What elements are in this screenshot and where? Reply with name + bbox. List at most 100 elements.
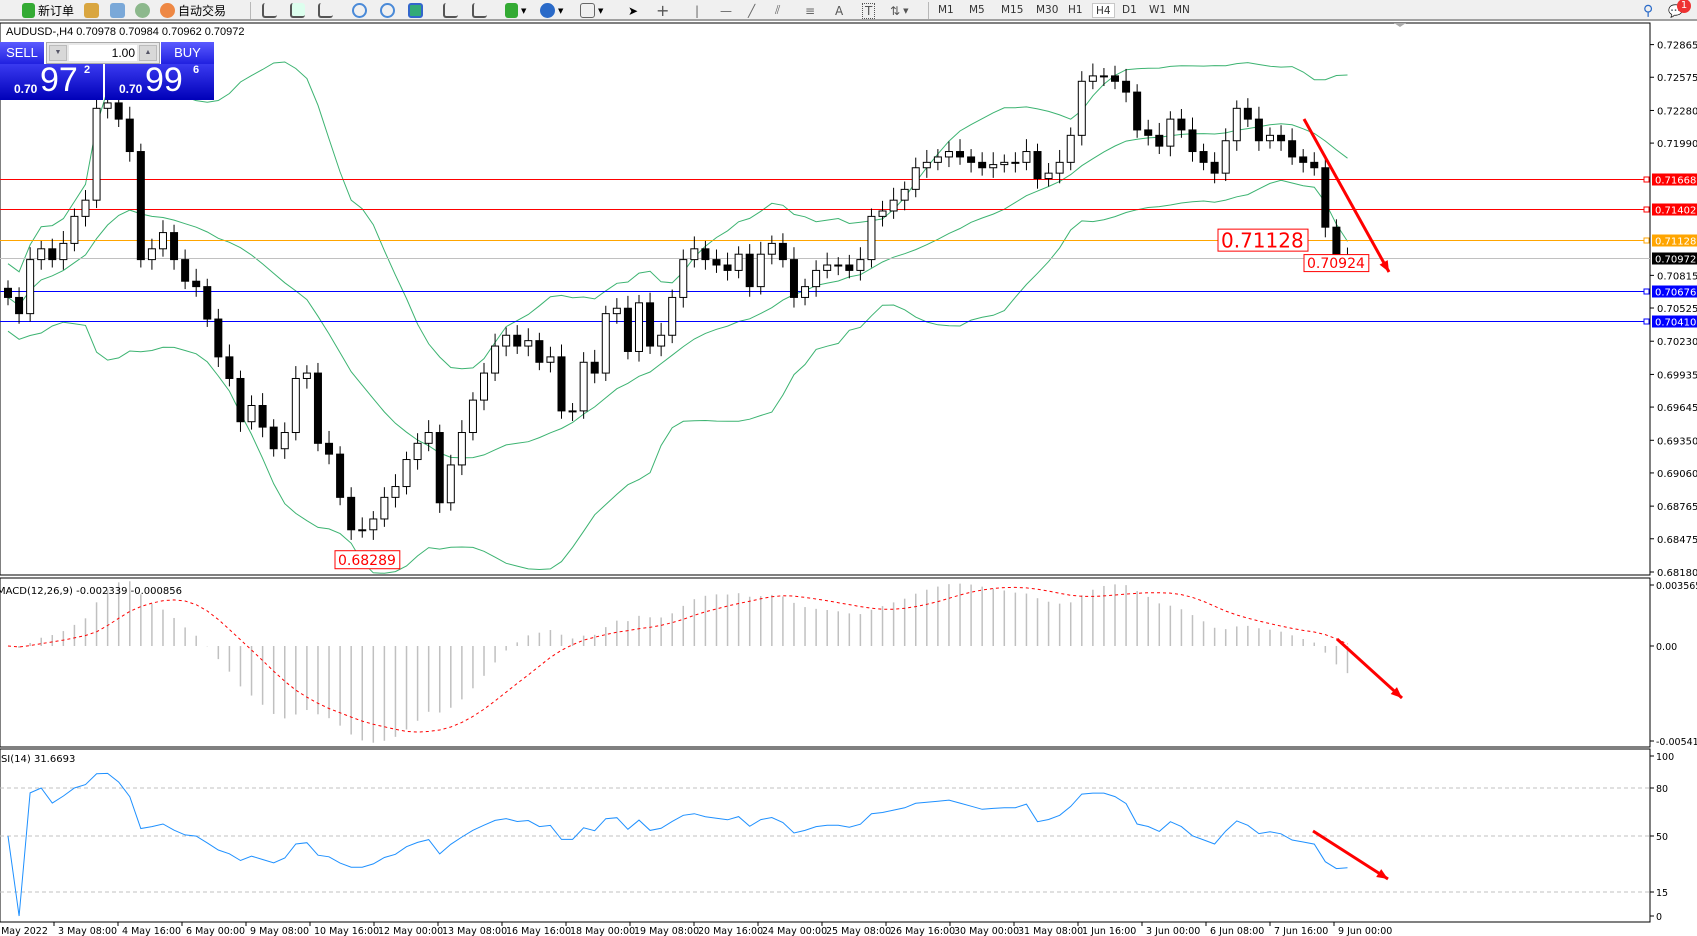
candle xyxy=(1133,91,1142,131)
time-label: 24 May 00:00 xyxy=(762,926,827,936)
search-button[interactable]: ⚲ xyxy=(1643,2,1653,19)
chart-shift-button[interactable] xyxy=(472,2,487,19)
dropdown-arrow-icon: ▼ xyxy=(521,6,527,15)
lot-increase-button[interactable]: ▲ xyxy=(139,45,157,61)
vertical-line-button[interactable]: | xyxy=(695,2,699,19)
text-button[interactable]: A xyxy=(835,2,843,19)
timeframe-mn[interactable]: MN xyxy=(1173,4,1190,16)
rsi-tick-label: 50 xyxy=(1656,832,1668,843)
auto-trading-button[interactable]: 自动交易 xyxy=(160,2,226,19)
sell-price-button[interactable]: 0.70 97 2 xyxy=(0,61,103,100)
bollinger-middle xyxy=(7,123,1348,459)
candle xyxy=(92,107,101,201)
candle xyxy=(457,432,466,466)
candle xyxy=(834,264,843,267)
dropdown-arrow-icon: ▼ xyxy=(598,6,604,15)
bid-price-tag xyxy=(1652,252,1697,265)
timeframe-w1[interactable]: W1 xyxy=(1149,4,1167,16)
zoom-out-button[interactable] xyxy=(380,2,395,19)
candle xyxy=(1265,134,1274,142)
buy-button[interactable]: BUY xyxy=(161,42,214,64)
auto-scroll-button[interactable] xyxy=(443,2,458,19)
candle xyxy=(70,215,79,244)
timeframe-d1[interactable]: D1 xyxy=(1122,4,1137,16)
book-icon xyxy=(84,3,99,18)
candle xyxy=(1122,80,1131,93)
signal-button[interactable] xyxy=(135,2,150,19)
candle xyxy=(1088,75,1097,82)
text-label-button[interactable]: T xyxy=(862,2,876,19)
arrows-icon: ⇅ xyxy=(890,3,901,18)
candle xyxy=(634,302,643,352)
time-label: 9 May 08:00 xyxy=(250,926,309,936)
separator xyxy=(250,2,251,19)
notifications-button[interactable]: 💬 1 xyxy=(1668,0,1691,19)
timeframe-h1[interactable]: H1 xyxy=(1068,4,1083,16)
periods-button[interactable]: ▼ xyxy=(540,2,563,19)
price-tick-label: 0.69935 xyxy=(1657,370,1697,381)
time-label: 30 May 00:00 xyxy=(954,926,1019,936)
price-annotation-box xyxy=(334,550,401,570)
rsi-trend-arrow-head xyxy=(1376,869,1388,879)
candle xyxy=(1177,118,1186,131)
new-order-button[interactable]: 新订单 xyxy=(22,2,74,19)
candle xyxy=(1000,161,1009,166)
candle-chart-button[interactable] xyxy=(290,2,305,19)
tile-icon xyxy=(408,3,423,18)
timeframe-m30[interactable]: M30 xyxy=(1036,4,1059,16)
buy-price-button[interactable]: 0.70 99 6 xyxy=(105,61,214,100)
time-label: 7 Jun 16:00 xyxy=(1274,926,1328,936)
candle xyxy=(535,340,544,363)
text-icon: A xyxy=(835,3,844,18)
candle xyxy=(236,377,245,423)
timeframe-m1[interactable]: M1 xyxy=(938,4,954,16)
lot-decrease-button[interactable]: ▼ xyxy=(49,45,67,61)
trendline-button[interactable]: ╱ xyxy=(748,2,755,19)
cursor-button[interactable]: ➤ xyxy=(628,2,638,19)
candle xyxy=(801,286,810,298)
templates-button[interactable]: ▼ xyxy=(580,2,603,19)
indicators-button[interactable]: ▼ xyxy=(505,2,526,19)
arrows-button[interactable]: ⇅ ▼ xyxy=(890,2,908,19)
candle xyxy=(1199,151,1208,163)
bar-chart-button[interactable] xyxy=(262,2,277,19)
candle xyxy=(668,296,677,336)
equidistant-channel-button[interactable]: ⫽ xyxy=(775,2,780,19)
tile-windows-button[interactable] xyxy=(408,2,423,19)
lot-size-input[interactable]: 1.00 xyxy=(69,45,137,61)
macd-panel-frame xyxy=(0,577,1651,748)
fibonacci-button[interactable]: ≡ xyxy=(805,2,815,19)
rsi-line xyxy=(7,772,1348,917)
timeframe-m5[interactable]: M5 xyxy=(969,4,985,16)
dropdown-arrow-icon: ▼ xyxy=(558,6,564,15)
candle xyxy=(568,410,577,413)
level-price-tag xyxy=(1652,173,1697,186)
candle xyxy=(679,259,688,298)
level-price-label: 0.71402 xyxy=(1655,206,1696,217)
sell-button[interactable]: SELL xyxy=(0,42,44,64)
timeframe-m15[interactable]: M15 xyxy=(1001,4,1024,16)
candle xyxy=(26,259,35,315)
price-tick-label: 0.68765 xyxy=(1657,502,1697,513)
timeframe-h4[interactable]: H4 xyxy=(1092,3,1115,18)
line-chart-button[interactable] xyxy=(318,2,333,19)
level-price-label: 0.70410 xyxy=(1655,318,1696,329)
crosshair-button[interactable]: + xyxy=(656,1,669,20)
candle xyxy=(646,302,655,347)
bid-price-label: 0.70972 xyxy=(1655,255,1696,266)
market-watch-button[interactable] xyxy=(84,2,99,19)
candle xyxy=(446,464,455,504)
zoom-in-button[interactable] xyxy=(352,2,367,19)
navigator-button[interactable] xyxy=(110,2,125,19)
candle xyxy=(956,151,965,158)
macd-signal-line xyxy=(7,586,1348,733)
candle xyxy=(269,426,278,450)
horizontal-line-button[interactable]: — xyxy=(720,2,732,19)
candle xyxy=(125,118,134,153)
time-label: 3 Jun 00:00 xyxy=(1146,926,1200,936)
lot-size-stepper[interactable]: ▼ 1.00 ▲ xyxy=(46,42,160,64)
candle xyxy=(546,356,555,363)
search-icon: ⚲ xyxy=(1643,2,1654,19)
candle xyxy=(369,518,378,531)
